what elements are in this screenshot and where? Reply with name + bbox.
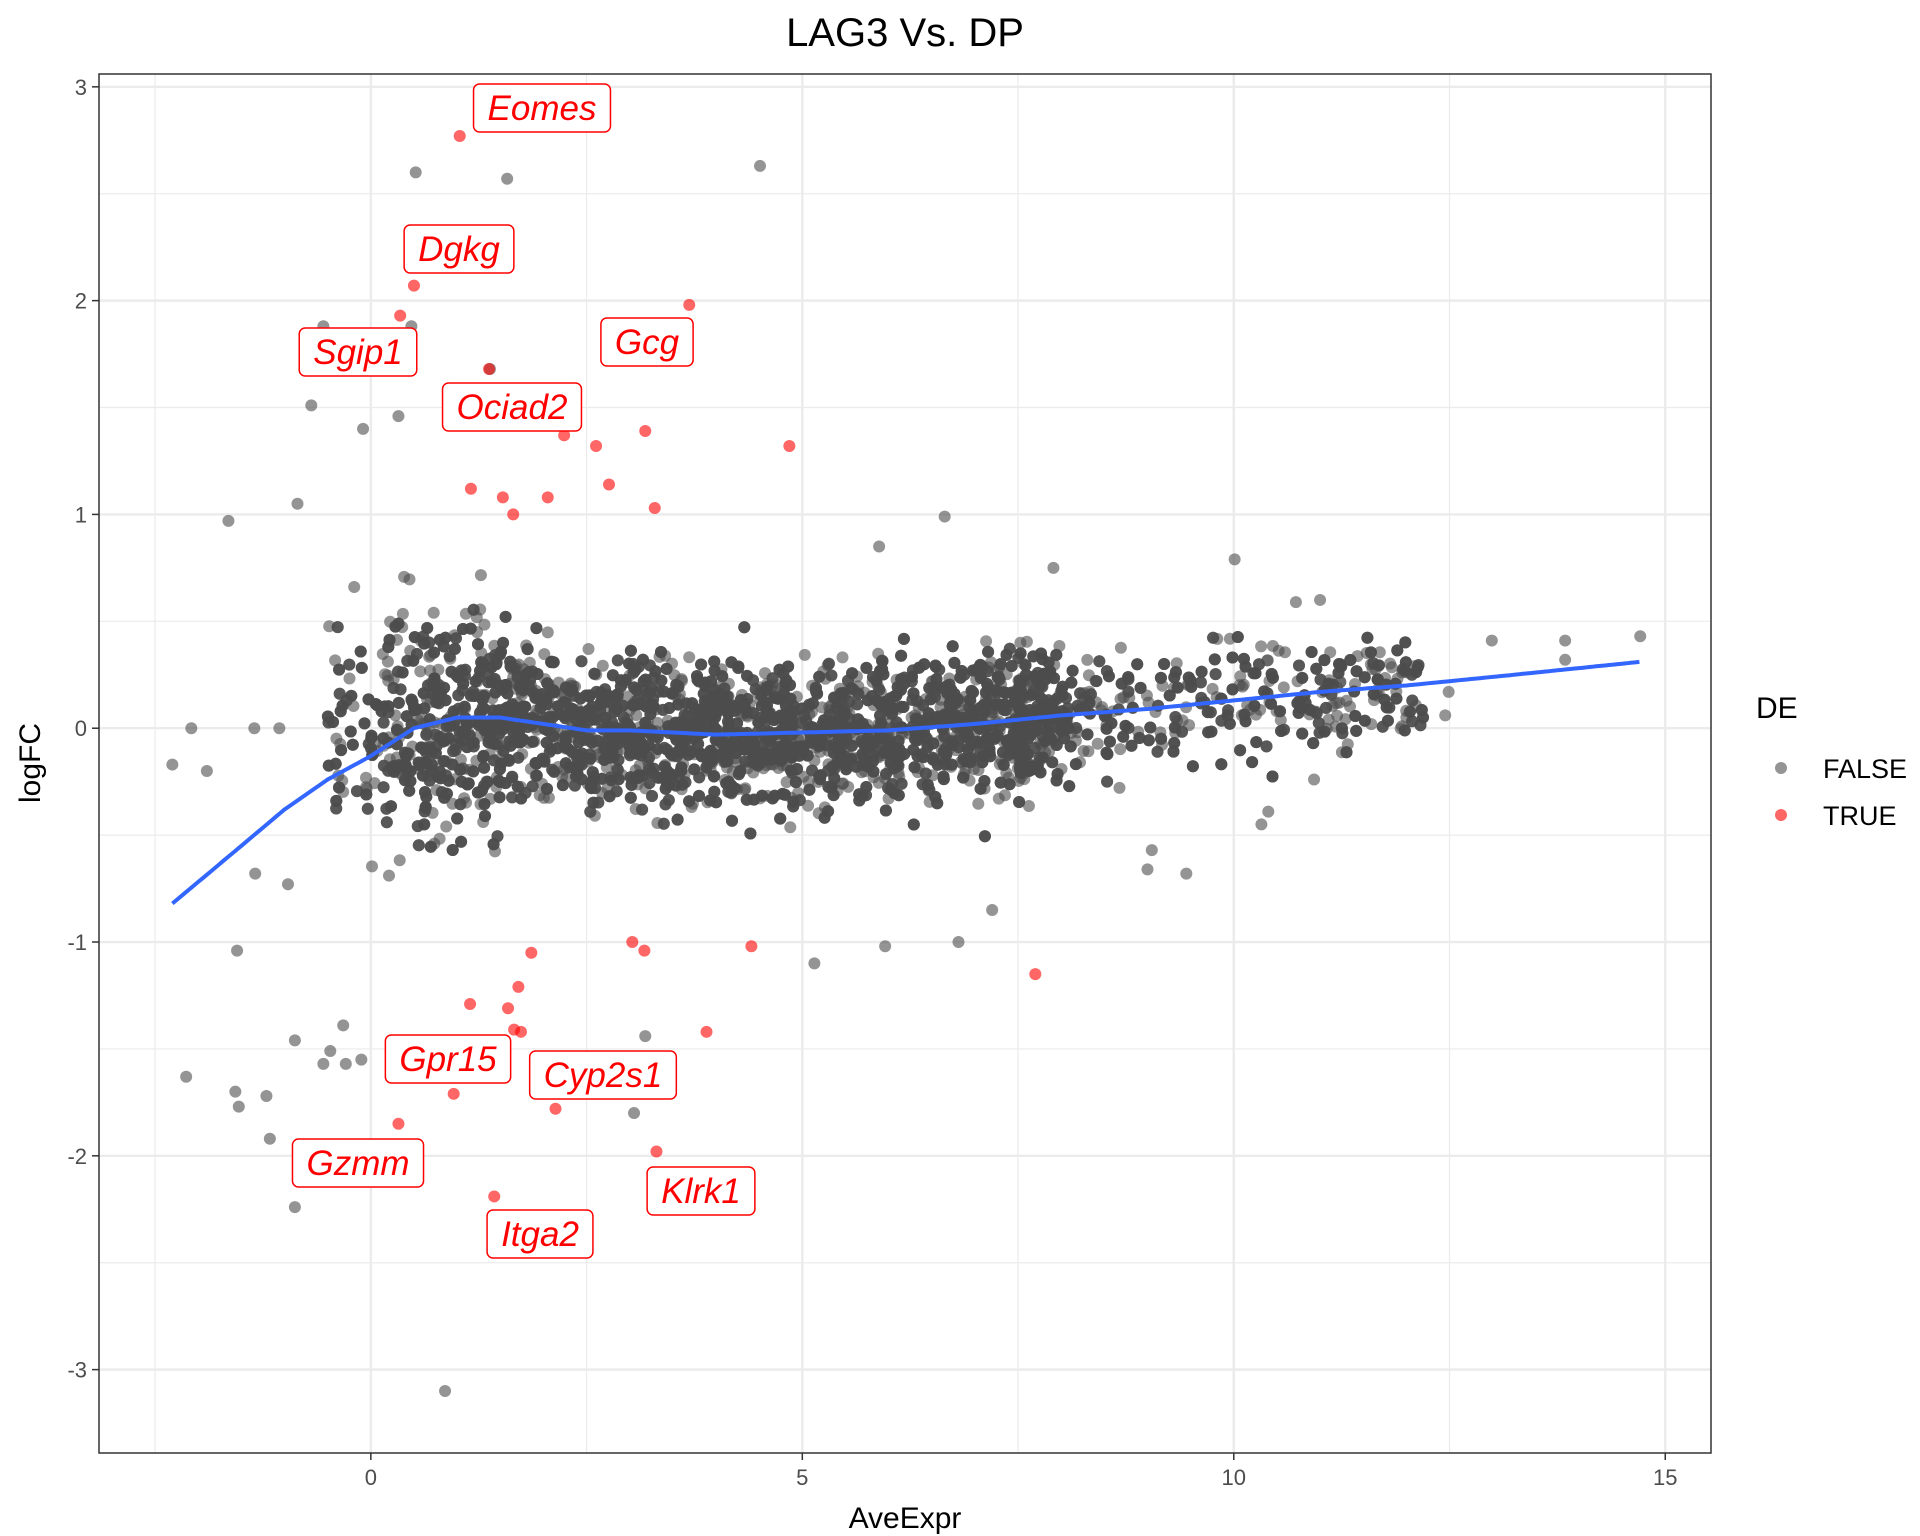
data-point-false (1272, 644, 1285, 657)
data-point-false (1373, 646, 1386, 659)
data-point-false (383, 869, 395, 882)
data-point-false (366, 860, 378, 873)
dense-point-cloud (321, 569, 1429, 882)
data-point-false (329, 654, 342, 667)
data-point-false (1344, 700, 1356, 713)
data-point-false (541, 626, 554, 639)
data-point-false (596, 659, 609, 672)
data-point-false (348, 581, 361, 593)
data-point-false (1384, 657, 1397, 670)
data-point-false (1206, 682, 1219, 695)
data-point-false (398, 570, 411, 583)
data-point-false (1113, 781, 1126, 794)
data-point-false (972, 797, 985, 810)
data-point-false (836, 651, 849, 664)
data-point-false (538, 648, 551, 661)
data-point-false (379, 668, 391, 681)
plot-panel (99, 74, 1711, 1453)
data-point-false (1237, 678, 1250, 691)
data-point-false (683, 651, 696, 664)
data-point-false (396, 607, 409, 620)
data-point-false (427, 606, 440, 619)
data-point-false (582, 643, 595, 655)
data-point-false (1022, 800, 1035, 812)
data-point-false (1081, 653, 1094, 666)
chart-title: LAG3 Vs. DP (786, 11, 1024, 55)
data-point-false (1114, 693, 1127, 705)
data-point-false (478, 618, 491, 631)
data-point-false (1114, 641, 1127, 654)
data-point-false (1091, 737, 1104, 750)
data-point-false (630, 709, 643, 721)
data-point-false (1277, 681, 1290, 694)
data-point-false (780, 776, 793, 789)
data-point-false (980, 635, 993, 648)
data-point-false (414, 665, 427, 678)
data-point-false (343, 672, 356, 685)
data-point-false (1331, 709, 1344, 722)
data-point-false (798, 648, 811, 661)
data-point-false (475, 647, 488, 660)
data-point-false (1170, 657, 1183, 670)
data-point-false (1114, 743, 1127, 756)
grid (99, 74, 1711, 1453)
data-point-false (440, 820, 453, 833)
data-point-false (1014, 636, 1027, 649)
data-point-false (474, 569, 487, 582)
data-point-false (999, 789, 1011, 802)
data-point-false (784, 821, 797, 834)
data-point-false (1142, 696, 1155, 709)
data-point-false (1255, 640, 1268, 653)
data-point-false (360, 771, 372, 784)
data-point-false (1274, 714, 1287, 727)
data-point-false (393, 854, 406, 867)
data-point-false (1082, 745, 1095, 758)
data-point-false (872, 776, 885, 789)
